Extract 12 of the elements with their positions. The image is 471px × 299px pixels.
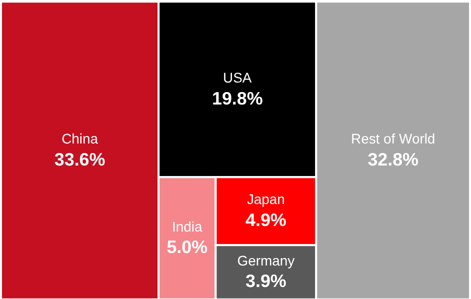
data-label: 3.9% <box>246 271 286 292</box>
category-label: India <box>172 218 202 234</box>
data-label: 5.0% <box>166 237 208 258</box>
category-label: Rest of World <box>351 130 436 147</box>
category-label: China <box>62 130 98 147</box>
category-label: Germany <box>237 252 295 268</box>
category-label: USA <box>223 69 252 86</box>
data-label: 32.8% <box>368 149 419 170</box>
data-label: 33.6% <box>54 149 106 170</box>
data-label: 19.8% <box>212 88 263 108</box>
data-label: 4.9% <box>246 210 286 230</box>
category-label: Japan <box>246 191 285 208</box>
